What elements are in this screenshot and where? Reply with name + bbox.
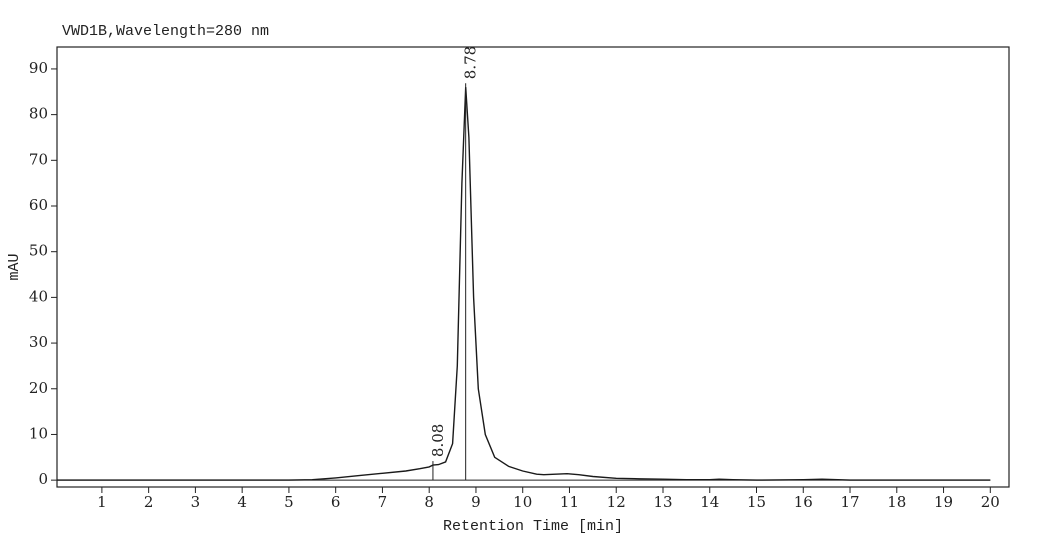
y-tick-label: 10 [29,424,48,442]
x-tick-label: 12 [607,493,626,511]
y-tick-label: 80 [29,105,48,123]
x-tick-label: 20 [981,493,1000,511]
y-tick-label: 30 [29,333,48,351]
y-tick-label: 0 [38,470,48,488]
y-tick-label: 50 [29,242,48,260]
signal-line [57,87,991,481]
y-tick-label: 40 [29,287,48,305]
peak-label: 8.78 [462,46,480,79]
y-tick-label: 90 [29,59,48,77]
x-tick-label: 16 [794,493,813,511]
x-tick-label: 4 [237,493,247,511]
peak-label: 8.08 [429,424,447,457]
x-tick-label: 5 [284,493,294,511]
x-tick-label: 14 [700,493,719,511]
x-tick-label: 9 [471,493,481,511]
x-tick-label: 13 [653,493,672,511]
y-tick-label: 60 [29,196,48,214]
x-tick-label: 8 [424,493,434,511]
x-tick-label: 18 [887,493,906,511]
y-tick-label: 70 [29,150,48,168]
x-axis-label: Retention Time [min] [443,518,623,535]
plot-frame [56,46,1010,488]
x-tick-label: 10 [513,493,532,511]
x-tick-label: 15 [747,493,766,511]
x-tick-label: 19 [934,493,953,511]
x-tick-label: 6 [331,493,341,511]
x-tick-label: 1 [97,493,107,511]
y-tick-label: 20 [29,379,48,397]
x-tick-label: 17 [840,493,859,511]
x-tick-label: 11 [560,493,579,511]
x-tick-label: 2 [144,493,154,511]
x-tick-label: 7 [378,493,388,511]
y-axis-label: mAU [6,253,23,280]
chart-title: VWD1B,Wavelength=280 nm [62,23,269,40]
x-tick-label: 3 [191,493,201,511]
